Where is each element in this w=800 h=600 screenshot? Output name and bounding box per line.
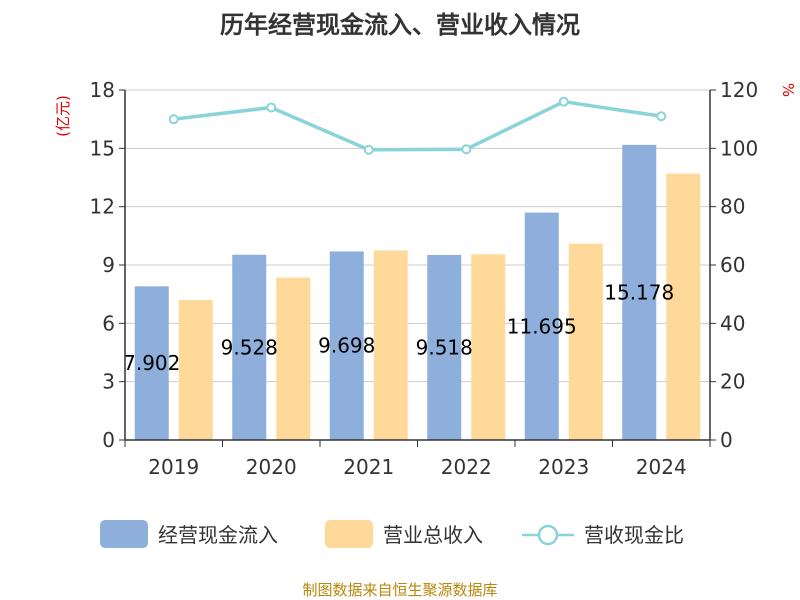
x-tick-label-2019: 2019: [148, 455, 199, 479]
left-axis-unit: (亿元): [54, 95, 72, 137]
legend-marker-2: [537, 524, 559, 546]
right-tick-label: 20: [720, 370, 745, 394]
x-tick-label-2020: 2020: [246, 455, 297, 479]
ratio-point-2022: [461, 144, 472, 155]
data-label-2024: 15.178: [604, 280, 674, 304]
legend-label-1: 营业总收入: [383, 523, 483, 547]
left-tick-label: 6: [102, 311, 115, 335]
data-label-2022: 9.518: [416, 335, 473, 359]
ratio-line-path: [173, 99, 662, 152]
ratio-line: [168, 96, 667, 155]
bar-0-2023: [524, 212, 559, 440]
left-tick-label: 12: [90, 195, 115, 219]
bar-1-2022: [471, 254, 506, 440]
bar-1-2024: [666, 173, 701, 440]
legend-swatch-1: [325, 520, 373, 548]
bars: [134, 144, 701, 440]
ratio-point-2023: [558, 96, 569, 107]
legend-label-0: 经营现金流入: [158, 523, 278, 547]
right-tick-label: 40: [720, 311, 745, 335]
left-tick-label: 0: [102, 428, 115, 452]
right-axis-ticks: 0 20 40 60 80 100 120: [710, 78, 758, 452]
data-label-2020: 9.528: [221, 335, 278, 359]
x-tick-label-2024: 2024: [636, 455, 687, 479]
right-tick-label: 60: [720, 253, 745, 277]
bar-0-2020: [232, 254, 267, 440]
data-label-2019: 7.902: [123, 351, 180, 375]
left-tick-label: 18: [90, 78, 115, 102]
bar-1-2019: [178, 300, 213, 440]
left-axis-ticks: 0 3 6 9 12 15 18: [90, 78, 125, 452]
right-tick-label: 80: [720, 195, 745, 219]
source-note: 制图数据来自恒生聚源数据库: [302, 581, 497, 599]
right-tick-label: 0: [720, 428, 733, 452]
ratio-point-2019: [168, 114, 179, 125]
bar-0-2021: [329, 251, 364, 440]
ratio-point-2020: [266, 102, 277, 113]
right-axis-unit: %: [779, 83, 797, 97]
legend-label-2: 营收现金比: [584, 523, 684, 547]
bar-0-2024: [622, 144, 657, 440]
bar-1-2021: [373, 250, 408, 440]
ratio-point-2021: [363, 144, 374, 155]
right-tick-label: 120: [720, 78, 758, 102]
left-tick-label: 15: [90, 136, 115, 160]
legend-swatch-0: [100, 520, 148, 548]
bar-1-2020: [276, 277, 311, 440]
chart-title: 历年经营现金流入、营业收入情况: [220, 11, 580, 39]
x-tick-label-2021: 2021: [343, 455, 394, 479]
x-tick-label-2022: 2022: [441, 455, 492, 479]
bar-1-2023: [568, 243, 603, 440]
data-label-2021: 9.698: [318, 334, 375, 358]
left-tick-label: 9: [102, 253, 115, 277]
bar-0-2022: [427, 254, 462, 440]
left-tick-label: 3: [102, 370, 115, 394]
data-labels: 7.902 9.528 9.698 9.518 11.695 15.178: [123, 280, 674, 375]
legend: 经营现金流入 营业总收入 营收现金比: [100, 520, 684, 548]
x-tick-label-2023: 2023: [538, 455, 589, 479]
right-tick-label: 100: [720, 136, 758, 160]
ratio-point-2024: [656, 111, 667, 122]
bar-0-2019: [134, 286, 169, 440]
data-label-2023: 11.695: [507, 314, 577, 338]
x-axis-ticks: 2019 2020 2021 2022 2023 2024: [124, 440, 711, 479]
